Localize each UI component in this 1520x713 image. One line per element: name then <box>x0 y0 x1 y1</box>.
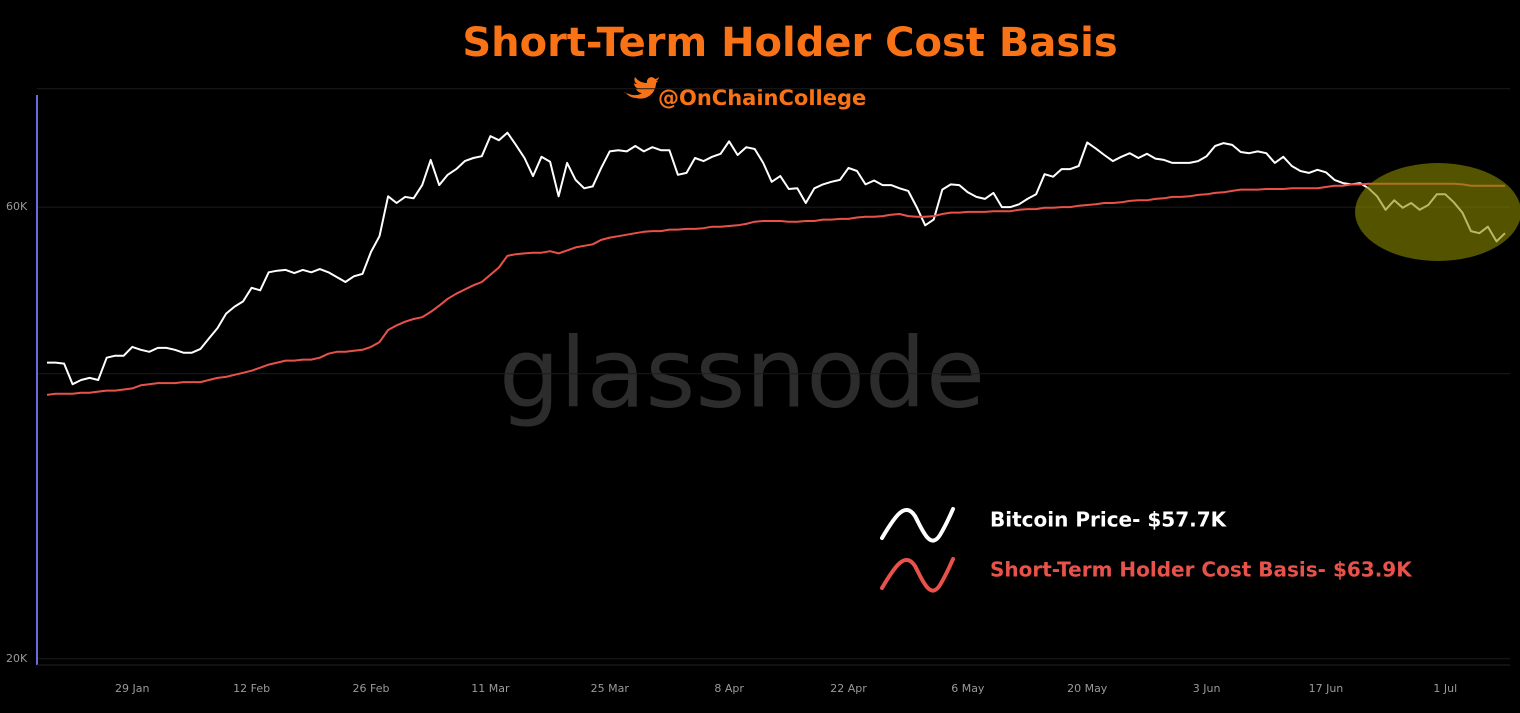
x-tick-label: 22 Apr <box>830 682 867 695</box>
subtitle: @OnChainCollege <box>658 86 866 110</box>
y-tick-label: 60K <box>6 200 28 213</box>
x-tick-label: 17 Jun <box>1309 682 1344 695</box>
x-tick-label: 6 May <box>951 682 985 695</box>
x-tick-label: 12 Feb <box>233 682 270 695</box>
y-tick-label: 20K <box>6 652 28 665</box>
x-tick-label: 26 Feb <box>353 682 390 695</box>
x-tick-label: 1 Jul <box>1433 682 1457 695</box>
legend-swatch <box>880 557 955 593</box>
x-tick-label: 25 Mar <box>591 682 630 695</box>
legend-label: Bitcoin Price- $57.7K <box>990 508 1228 532</box>
series-line <box>46 182 1505 396</box>
x-tick-label: 3 Jun <box>1193 682 1221 695</box>
chart-title: Short-Term Holder Cost Basis <box>462 20 1117 66</box>
legend-label: Short-Term Holder Cost Basis- $63.9K <box>990 558 1413 582</box>
x-tick-label: 29 Jan <box>115 682 149 695</box>
series-line <box>47 131 1506 386</box>
highlight-ellipse <box>1355 163 1520 261</box>
twitter-icon <box>624 77 659 99</box>
legend-swatch <box>880 507 955 543</box>
x-tick-label: 8 Apr <box>714 682 744 695</box>
x-tick-label: 20 May <box>1067 682 1108 695</box>
x-tick-label: 11 Mar <box>471 682 510 695</box>
